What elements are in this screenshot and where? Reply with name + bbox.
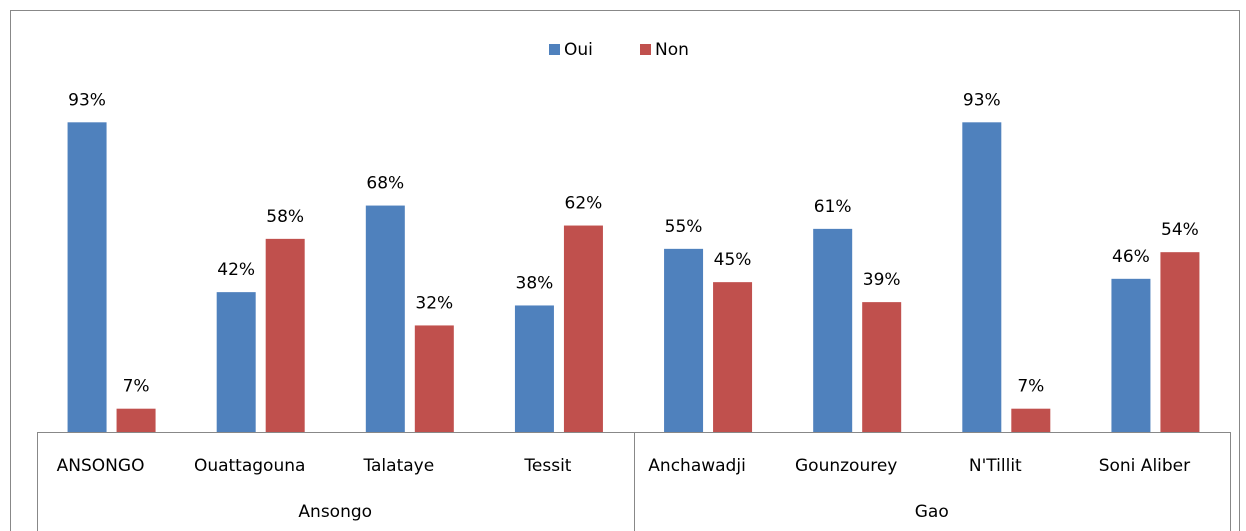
value-label: 61% <box>814 197 852 217</box>
value-label: 45% <box>714 250 752 270</box>
x-tick-label: Talataye <box>362 456 434 476</box>
value-label: 93% <box>68 90 106 110</box>
value-label: 93% <box>963 90 1001 110</box>
chart-border <box>10 10 1240 531</box>
bar <box>1111 278 1151 432</box>
bar <box>414 325 454 432</box>
value-label: 39% <box>863 270 901 290</box>
bar <box>514 305 554 432</box>
bar <box>813 228 853 432</box>
bar <box>67 122 107 432</box>
legend-label: Oui <box>564 40 593 60</box>
value-label: 7% <box>123 377 150 397</box>
x-tick-label: Anchawadji <box>648 456 746 476</box>
value-label: 55% <box>665 217 703 237</box>
bar <box>265 238 305 432</box>
value-label: 62% <box>565 194 603 214</box>
bar <box>1160 252 1200 432</box>
x-tick-label: Gounzourey <box>795 456 897 476</box>
bar <box>365 205 405 432</box>
x-tick-label: Ouattagouna <box>194 456 305 476</box>
bar <box>1011 408 1051 432</box>
bar <box>962 122 1002 432</box>
bar <box>116 408 156 432</box>
value-label: 46% <box>1112 247 1150 267</box>
value-label: 54% <box>1161 220 1199 240</box>
legend-label: Non <box>655 40 689 60</box>
value-label: 7% <box>1017 377 1044 397</box>
group-label: Gao <box>915 502 949 522</box>
bar <box>216 292 256 432</box>
bar <box>563 225 603 432</box>
bar <box>713 282 753 432</box>
bar <box>664 248 704 432</box>
group-label: Ansongo <box>298 502 372 522</box>
value-label: 68% <box>366 174 404 194</box>
legend-swatch <box>549 44 560 55</box>
value-label: 58% <box>266 207 304 227</box>
value-label: 32% <box>415 293 453 313</box>
x-tick-label: Tessit <box>523 456 571 476</box>
x-tick-label: Soni Aliber <box>1099 456 1190 476</box>
value-label: 38% <box>516 273 554 293</box>
value-label: 42% <box>217 260 255 280</box>
x-tick-label: N'Tillit <box>969 456 1022 476</box>
bar <box>862 302 902 432</box>
x-tick-label: ANSONGO <box>57 456 145 476</box>
legend-swatch <box>640 44 651 55</box>
